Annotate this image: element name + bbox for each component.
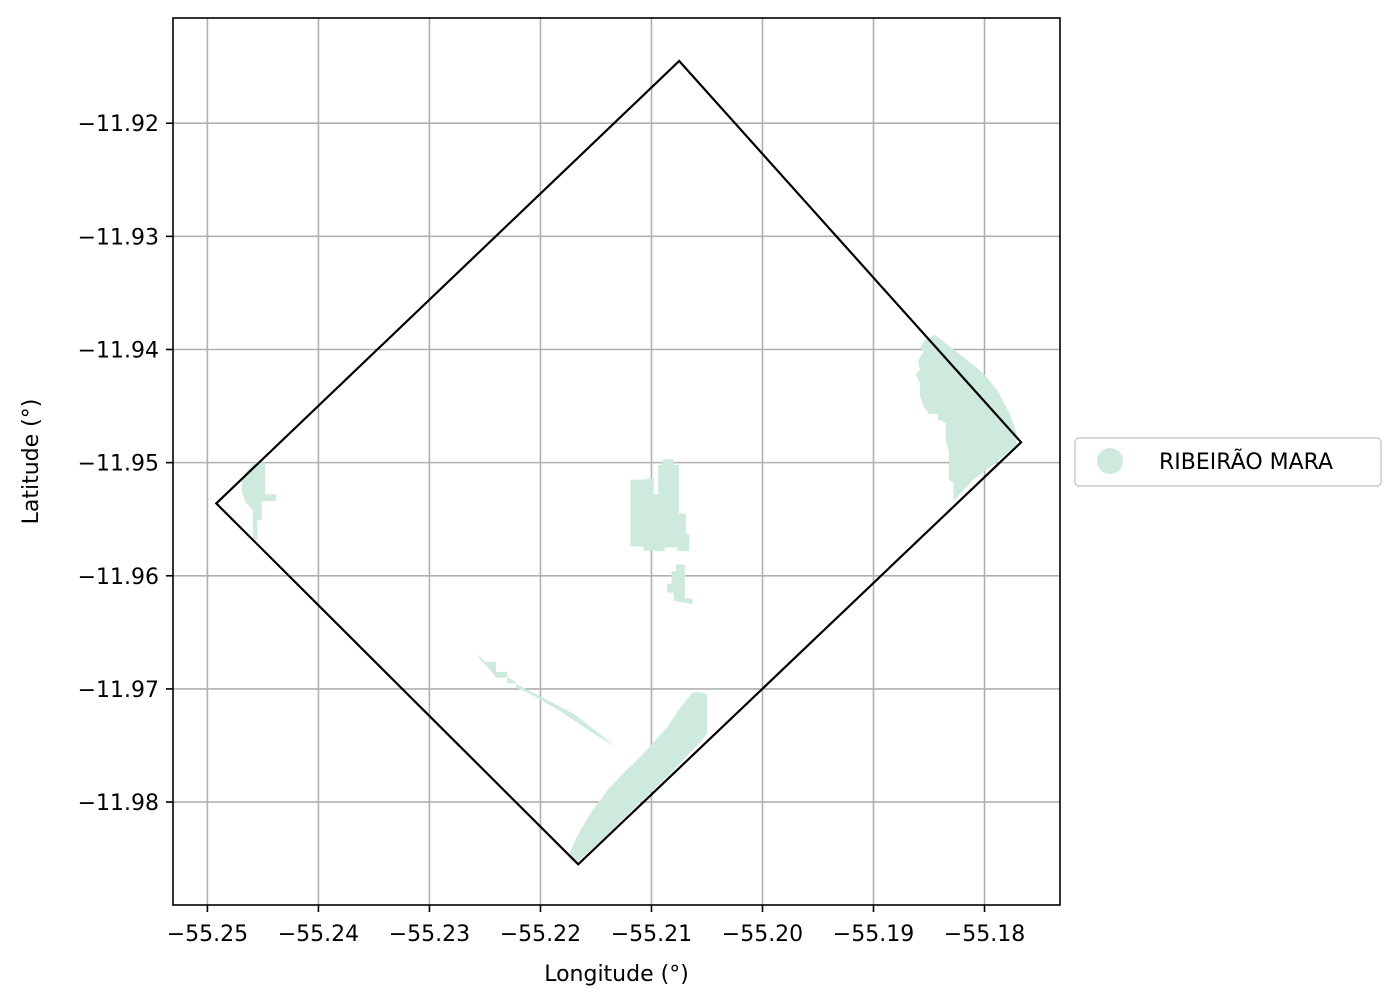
- x-tick-label: −55.18: [944, 922, 1025, 947]
- legend-label-ribeirao-mara: RIBEIRÃO MARA: [1159, 448, 1333, 475]
- y-tick-label: −11.94: [78, 338, 159, 363]
- x-tick-label: −55.23: [389, 922, 470, 947]
- y-tick-label: −11.98: [78, 791, 159, 816]
- y-tick-label: −11.97: [78, 678, 159, 703]
- legend: RIBEIRÃO MARA: [1074, 437, 1382, 487]
- y-tick-label: −11.93: [78, 225, 159, 250]
- x-tick-label: −55.22: [500, 922, 581, 947]
- water-polygon: [667, 564, 693, 605]
- x-tick-label: −55.21: [611, 922, 692, 947]
- water-polygon: [241, 462, 277, 540]
- x-tick-label: −55.25: [167, 922, 248, 947]
- x-tick-label: −55.24: [278, 922, 359, 947]
- y-tick-label: −11.95: [78, 452, 159, 477]
- x-tick-label: −55.19: [833, 922, 914, 947]
- water-polygon: [630, 459, 690, 551]
- legend-marker-ribeirao-mara: [1097, 448, 1123, 474]
- legend-box: [1074, 437, 1382, 487]
- water-polygon: [568, 692, 707, 864]
- water-polygon: [477, 653, 616, 747]
- water-polygons-layer: [241, 334, 1017, 864]
- y-tick-label: −11.96: [78, 565, 159, 590]
- x-axis-label: Longitude (°): [544, 962, 689, 987]
- gridlines: [173, 18, 1060, 905]
- y-axis-label: Latitude (°): [19, 399, 44, 525]
- water-polygon: [915, 334, 1017, 502]
- axes-frame: [172, 17, 1061, 906]
- x-tick-label: −55.20: [722, 922, 803, 947]
- study-area-boundary: [214, 59, 1023, 866]
- y-tick-label: −11.92: [78, 112, 159, 137]
- y-axis-ticks: −11.92 −11.93 −11.94 −11.95 −11.96 −11.97 −11.…: [78, 112, 173, 816]
- x-axis-ticks: −55.25 −55.24 −55.23 −55.22 −55.21 −55.20 −55.…: [167, 905, 1025, 947]
